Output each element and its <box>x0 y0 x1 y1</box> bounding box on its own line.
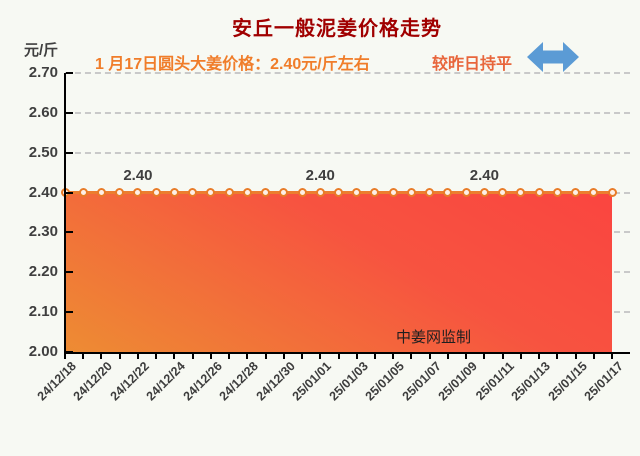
data-point-marker <box>279 188 289 198</box>
data-point-marker <box>96 188 106 198</box>
x-axis-line <box>64 352 630 354</box>
x-axis-tick <box>392 354 395 359</box>
y-axis-tick <box>66 271 73 274</box>
y-axis-tick <box>66 111 73 114</box>
x-axis-tick <box>282 354 285 359</box>
x-axis-tick <box>538 354 541 359</box>
data-point-marker <box>461 188 471 198</box>
x-axis-tick <box>465 354 468 359</box>
x-axis-tick <box>556 354 559 359</box>
x-axis-tick <box>173 354 176 359</box>
x-axis-tick <box>574 354 577 359</box>
watermark-text: 中姜网监制 <box>396 329 472 346</box>
y-axis-tick-label: 2.00 <box>28 343 58 360</box>
x-axis-tick <box>337 354 340 359</box>
x-axis-tick <box>191 354 194 359</box>
x-axis-tick <box>264 354 267 359</box>
data-point-marker <box>261 188 271 198</box>
data-point-marker <box>406 188 416 198</box>
x-axis-tick <box>246 354 249 359</box>
gridline <box>65 72 630 74</box>
x-axis-tick <box>483 354 486 359</box>
y-axis-tick-label: 2.70 <box>28 64 58 81</box>
y-axis-tick <box>66 311 73 314</box>
data-point-value-label: 2.40 <box>469 166 499 184</box>
data-point-marker <box>224 188 234 198</box>
x-axis-tick <box>355 354 358 359</box>
data-point-marker <box>443 188 453 198</box>
data-point-marker <box>334 188 343 198</box>
chart-title: 安丘一般泥姜价格走势 <box>232 18 442 40</box>
y-axis-tick <box>66 191 73 194</box>
data-point-marker <box>571 188 581 198</box>
data-point-value-label: 2.40 <box>123 166 153 184</box>
y-axis-line <box>64 73 66 353</box>
data-point-marker <box>388 188 398 198</box>
data-point-marker <box>370 188 380 198</box>
y-axis-tick-label: 2.40 <box>28 183 58 201</box>
x-axis-tick <box>611 354 613 359</box>
x-axis-tick <box>373 354 376 359</box>
x-axis-tick <box>501 354 504 359</box>
data-point-marker <box>479 188 489 198</box>
data-point-marker <box>589 188 599 198</box>
x-axis-tick <box>100 354 103 359</box>
y-axis-unit-label: 元/斤 <box>24 42 59 59</box>
data-point-marker <box>297 188 307 198</box>
gridline <box>65 111 630 114</box>
data-point-marker <box>352 188 362 198</box>
data-point-marker <box>498 188 508 198</box>
x-axis-tick <box>410 354 413 359</box>
data-point-marker <box>133 188 143 198</box>
x-axis-tick <box>446 354 449 359</box>
x-axis-tick <box>209 354 212 359</box>
data-point-value-label: 2.40 <box>305 166 335 184</box>
x-axis-tick <box>64 354 66 359</box>
subtitle-price-text: 1 月17日圆头大姜价格：2.40元/斤左右 <box>95 56 370 73</box>
data-point-marker <box>188 188 198 198</box>
price-area-fill <box>65 193 612 352</box>
data-point-marker <box>534 188 544 198</box>
data-point-marker <box>552 188 562 198</box>
data-point-marker <box>78 188 88 198</box>
flat-trend-double-arrow-icon <box>527 42 579 72</box>
y-axis-tick <box>66 151 73 154</box>
x-axis-tick <box>301 354 304 359</box>
data-point-marker <box>206 188 216 198</box>
x-axis-tick <box>82 354 85 359</box>
y-axis-tick-label: 2.20 <box>28 263 58 281</box>
x-axis-tick <box>136 354 139 359</box>
y-axis-tick-label: 2.50 <box>28 143 58 161</box>
data-point-marker <box>425 188 435 198</box>
data-point-marker <box>151 188 161 198</box>
y-axis-tick <box>66 72 73 74</box>
data-point-marker <box>169 188 179 198</box>
x-axis-tick <box>319 354 322 359</box>
data-point-marker <box>607 188 617 198</box>
y-axis-tick-label: 2.60 <box>28 103 58 121</box>
y-axis-tick <box>66 231 73 234</box>
data-point-marker <box>115 188 125 198</box>
gridline <box>65 151 630 154</box>
y-axis-tick-label: 2.10 <box>28 303 58 321</box>
y-axis-tick-label: 2.30 <box>28 223 58 241</box>
x-axis-tick <box>592 354 595 359</box>
data-point-marker <box>242 188 252 198</box>
x-axis-tick <box>428 354 431 359</box>
x-axis-tick <box>228 354 231 359</box>
x-axis-tick <box>519 354 522 359</box>
subtitle-trend-text: 较昨日持平 <box>432 56 513 73</box>
data-point-marker <box>516 188 526 198</box>
data-point-marker <box>315 188 325 198</box>
x-axis-tick <box>155 354 158 359</box>
x-axis-tick <box>118 354 121 359</box>
